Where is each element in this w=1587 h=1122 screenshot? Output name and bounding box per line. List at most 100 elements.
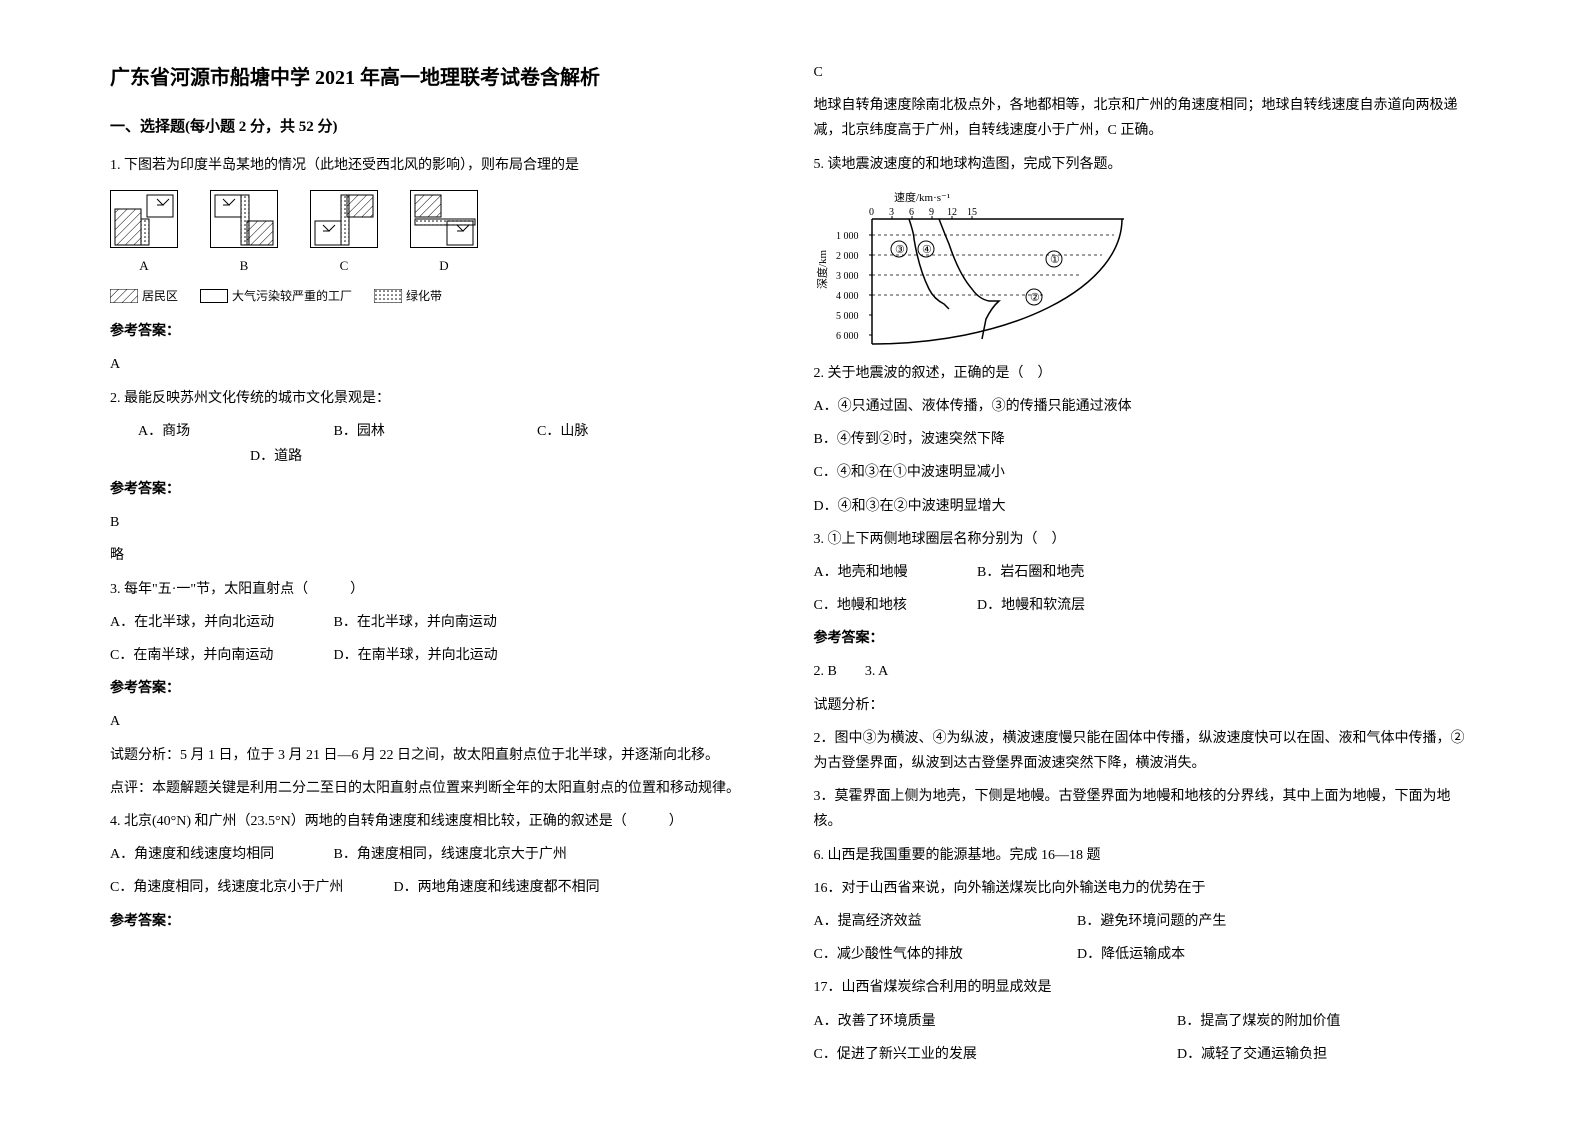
q3-answer-value: A <box>110 709 774 734</box>
q6-sub16-opt-c: C．减少酸性气体的排放 <box>814 942 1074 967</box>
q1-label-a: A <box>110 254 178 277</box>
legend-factory: 大气污染较严重的工厂 <box>200 286 352 308</box>
q6-text: 6. 山西是我国重要的能源基地。完成 16—18 题 <box>814 843 1478 868</box>
q4-answer-label: 参考答案： <box>110 909 774 934</box>
q5-sub2-opt-a: A．④只通过固、液体传播，③的传播只能通过液体 <box>814 394 1478 419</box>
q1-boxes <box>110 190 774 248</box>
q6-sub16-opt-b: B．避免环境问题的产生 <box>1077 914 1226 929</box>
legend-factory-label: 大气污染较严重的工厂 <box>232 286 352 308</box>
q2-text: 2. 最能反映苏州文化传统的城市文化景观是： <box>110 386 774 411</box>
q3-analysis: 试题分析：5 月 1 日，位于 3 月 21 日—6 月 22 日之间，故太阳直… <box>110 743 774 768</box>
q6-sub17-opt-c: C．促进了新兴工业的发展 <box>814 1042 1174 1067</box>
svg-text:深度/km: 深度/km <box>815 249 829 289</box>
svg-text:1 000: 1 000 <box>836 231 859 242</box>
svg-text:③: ③ <box>895 244 905 256</box>
svg-text:0: 0 <box>869 207 874 218</box>
section-heading: 一、选择题(每小题 2 分，共 52 分) <box>110 114 774 141</box>
q5-text: 5. 读地震波速度的和地球构造图，完成下列各题。 <box>814 152 1478 177</box>
q5-analysis3: 3．莫霍界面上侧为地壳，下侧是地幔。古登堡界面为地幔和地核的分界线，其中上面为地… <box>814 784 1478 834</box>
q3-text: 3. 每年"五·一"节，太阳直射点（ ） <box>110 577 774 602</box>
svg-text:5 000: 5 000 <box>836 311 859 322</box>
q4-options-row1: A．角速度和线速度均相同 B．角速度相同，线速度北京大于广州 <box>110 842 774 867</box>
svg-text:4 000: 4 000 <box>836 291 859 302</box>
q5-sub3-text: 3. ①上下两侧地球圈层名称分别为（ ） <box>814 527 1478 552</box>
q5-analysis2: 2．图中③为横波、④为纵波，横波速度慢只能在固体中传播，纵波速度快可以在固、液和… <box>814 726 1478 776</box>
legend-residential: 居民区 <box>110 286 178 308</box>
q4-answer-value: C <box>814 60 1478 85</box>
q6-sub16-row2: C．减少酸性气体的排放 D．降低运输成本 <box>814 942 1478 967</box>
q5-sub2-opt-b: B．④传到②时，波速突然下降 <box>814 427 1478 452</box>
q3-opt-a: A．在北半球，并向北运动 <box>110 610 330 635</box>
q1-box-a <box>110 190 178 248</box>
q6-sub16-opt-a: A．提高经济效益 <box>814 909 1074 934</box>
legend-greenbelt: 绿化带 <box>374 286 442 308</box>
q5-sub2-opt-d: D．④和③在②中波速明显增大 <box>814 494 1478 519</box>
svg-text:②: ② <box>1030 292 1040 304</box>
q5-sub3-opt-c: C．地幔和地核 <box>814 593 974 618</box>
left-column: 广东省河源市船塘中学 2021 年高一地理联考试卷含解析 一、选择题(每小题 2… <box>90 60 794 1062</box>
q5-sub3-opt-b: B．岩石圈和地壳 <box>977 565 1084 580</box>
q5-x-title: 速度/km·s⁻¹ <box>894 190 950 204</box>
q3-answer-label: 参考答案： <box>110 676 774 701</box>
q4-opt-a: A．角速度和线速度均相同 <box>110 842 330 867</box>
q1-figure: A B C D 居民区 大气污染较严重的工厂 绿化带 <box>110 190 774 307</box>
q1-box-c <box>310 190 378 248</box>
q4-opt-d: D．两地角速度和线速度都不相同 <box>394 880 600 895</box>
q4-text: 4. 北京(40°N) 和广州（23.5°N）两地的自转角速度和线速度相比较，正… <box>110 809 774 834</box>
q6-sub17-opt-b: B．提高了煤炭的附加价值 <box>1177 1014 1340 1029</box>
q3-opt-b: B．在北半球，并向南运动 <box>334 615 497 630</box>
q2-opt-a: A．商场 <box>110 419 330 444</box>
q5-sub3-row2: C．地幔和地核 D．地幔和软流层 <box>814 593 1478 618</box>
svg-text:2 000: 2 000 <box>836 251 859 262</box>
q1-box-b <box>210 190 278 248</box>
q1-text: 1. 下图若为印度半岛某地的情况（此地还受西北风的影响），则布局合理的是 <box>110 153 774 178</box>
q4-options-row2: C．角速度相同，线速度北京小于广州 D．两地角速度和线速度都不相同 <box>110 875 774 900</box>
q4-explain: 地球自转角速度除南北极点外，各地都相等，北京和广州的角速度相同；地球自转线速度自… <box>814 93 1478 143</box>
q4-opt-c: C．角速度相同，线速度北京小于广州 <box>110 875 390 900</box>
q2-options: A．商场 B．园林 C．山脉 D．道路 <box>110 419 774 469</box>
svg-text:④: ④ <box>922 244 932 256</box>
q6-sub17-row2: C．促进了新兴工业的发展 D．减轻了交通运输负担 <box>814 1042 1478 1067</box>
right-column: C 地球自转角速度除南北极点外，各地都相等，北京和广州的角速度相同；地球自转线速… <box>794 60 1498 1062</box>
q3-comment: 点评：本题解题关键是利用二分二至日的太阳直射点位置来判断全年的太阳直射点的位置和… <box>110 776 774 801</box>
q1-label-c: C <box>310 254 378 277</box>
q5-answer-value: 2. B 3. A <box>814 659 1478 684</box>
q1-box-labels: A B C D <box>110 254 774 277</box>
q2-answer-value: B <box>110 510 774 535</box>
q1-answer-label: 参考答案： <box>110 319 774 344</box>
q1-label-d: D <box>410 254 478 277</box>
svg-text:6 000: 6 000 <box>836 331 859 342</box>
q1-label-b: B <box>210 254 278 277</box>
svg-text:3 000: 3 000 <box>836 271 859 282</box>
q2-opt-c: C．山脉 <box>537 424 588 439</box>
q6-sub16-opt-d: D．降低运输成本 <box>1077 947 1185 962</box>
q5-answer-label: 参考答案： <box>814 626 1478 651</box>
q5-analysis-label: 试题分析： <box>814 693 1478 718</box>
svg-text:①: ① <box>1050 254 1060 266</box>
q3-opt-d: D．在南半球，并向北运动 <box>334 648 498 663</box>
q6-sub17-opt-d: D．减轻了交通运输负担 <box>1177 1047 1327 1062</box>
q6-sub17-opt-a: A．改善了环境质量 <box>814 1009 1174 1034</box>
legend-residential-label: 居民区 <box>142 286 178 308</box>
page-title: 广东省河源市船塘中学 2021 年高一地理联考试卷含解析 <box>110 60 774 96</box>
q1-box-d <box>410 190 478 248</box>
q5-sub3-opt-a: A．地壳和地幔 <box>814 560 974 585</box>
q1-legend: 居民区 大气污染较严重的工厂 绿化带 <box>110 286 774 308</box>
q3-options-row1: A．在北半球，并向北运动 B．在北半球，并向南运动 <box>110 610 774 635</box>
q5-chart: 速度/km·s⁻¹ 0 3 6 9 12 15 1 000 2 000 3 00… <box>814 189 1134 349</box>
q5-sub3-opt-d: D．地幔和软流层 <box>977 598 1085 613</box>
q6-sub16-row1: A．提高经济效益 B．避免环境问题的产生 <box>814 909 1478 934</box>
q3-options-row2: C．在南半球，并向南运动 D．在南半球，并向北运动 <box>110 643 774 668</box>
q2-note: 略 <box>110 543 774 568</box>
q3-opt-c: C．在南半球，并向南运动 <box>110 643 330 668</box>
q6-sub17-text: 17．山西省煤炭综合利用的明显成效是 <box>814 975 1478 1000</box>
q5-sub2-text: 2. 关于地震波的叙述，正确的是（ ） <box>814 361 1478 386</box>
q2-answer-label: 参考答案： <box>110 477 774 502</box>
q5-sub2-opt-c: C．④和③在①中波速明显减小 <box>814 460 1478 485</box>
q6-sub17-row1: A．改善了环境质量 B．提高了煤炭的附加价值 <box>814 1009 1478 1034</box>
legend-greenbelt-label: 绿化带 <box>406 286 442 308</box>
q5-sub3-row1: A．地壳和地幔 B．岩石圈和地壳 <box>814 560 1478 585</box>
q2-opt-d: D．道路 <box>250 444 302 469</box>
q6-sub16-text: 16．对于山西省来说，向外输送煤炭比向外输送电力的优势在于 <box>814 876 1478 901</box>
q1-answer-value: A <box>110 352 774 377</box>
